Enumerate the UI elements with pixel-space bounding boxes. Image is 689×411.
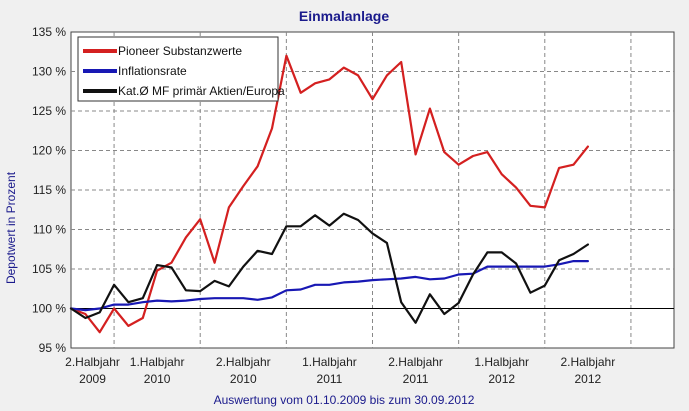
x-tick-label-year: 2011 xyxy=(317,372,343,386)
x-tick-label: 1.Halbjahr 2010 xyxy=(130,355,185,386)
x-tick-label: 1.Halbjahr 2012 xyxy=(474,355,529,386)
y-tick-label: 115 % xyxy=(33,183,66,197)
x-tick-label-year: 2012 xyxy=(488,372,515,386)
x-tick-label-period: 2.Halbjahr xyxy=(65,355,120,369)
x-tick-label-period: 2.Halbjahr xyxy=(561,355,616,369)
legend-label: Inflationsrate xyxy=(118,64,187,78)
x-tick-label-year: 2009 xyxy=(79,372,106,386)
legend-items: Pioneer Substanzwerte Inflationsrate Kat.Ø… xyxy=(83,44,285,98)
y-tick-label: 95 % xyxy=(39,341,67,355)
y-axis-label: Depotwert in Prozent xyxy=(4,171,18,284)
x-tick-label-period: 1.Halbjahr xyxy=(302,355,357,369)
x-tick-labels: 2.Halbjahr 2009 1.Halbjahr 2010 2.Halbjahr 20… xyxy=(65,355,615,386)
y-tick-label: 120 % xyxy=(32,144,66,158)
x-tick-label: 2.Halbjahr 2012 xyxy=(561,355,616,386)
x-tick-label: 2.Halbjahr 2010 xyxy=(216,355,271,386)
y-tick-label: 130 % xyxy=(32,65,66,79)
x-axis-label: Auswertung vom 01.10.2009 bis zum 30.09.… xyxy=(214,393,475,407)
chart-title: Einmalanlage xyxy=(299,8,389,24)
x-tick-label-year: 2011 xyxy=(403,372,429,386)
x-tick-label-year: 2012 xyxy=(575,372,602,386)
legend: Pioneer Substanzwerte Inflationsrate Kat.Ø… xyxy=(77,36,285,102)
legend-label: Pioneer Substanzwerte xyxy=(118,44,242,58)
series-line-1 xyxy=(69,54,590,334)
x-tick-label-period: 1.Halbjahr xyxy=(474,355,529,369)
y-tick-label: 135 % xyxy=(32,25,66,39)
series-line-2 xyxy=(69,260,590,312)
y-tick-label: 125 % xyxy=(32,104,66,118)
series-layer xyxy=(69,54,590,334)
x-tick-label-period: 2.Halbjahr xyxy=(388,355,443,369)
x-tick-label-period: 1.Halbjahr xyxy=(130,355,185,369)
legend-label: Kat.Ø MF primär Aktien/Europa xyxy=(118,84,285,98)
series-line-3 xyxy=(69,212,590,324)
x-tick-label: 2.Halbjahr 2011 xyxy=(388,355,443,386)
x-tick-label-period: 2.Halbjahr xyxy=(216,355,271,369)
x-tick-label-year: 2010 xyxy=(144,372,171,386)
y-tick-label: 100 % xyxy=(32,302,66,316)
y-tick-label: 105 % xyxy=(32,262,66,276)
y-tick-labels: 95 % 100 % 105 % 110 % 115 % 120 % 125 % 130 % 1… xyxy=(32,25,66,355)
x-tick-label: 2.Halbjahr 2009 xyxy=(65,355,120,386)
x-tick-label: 1.Halbjahr 2011 xyxy=(302,355,357,386)
y-tick-label: 110 % xyxy=(33,223,66,237)
x-tick-label-year: 2010 xyxy=(230,372,257,386)
